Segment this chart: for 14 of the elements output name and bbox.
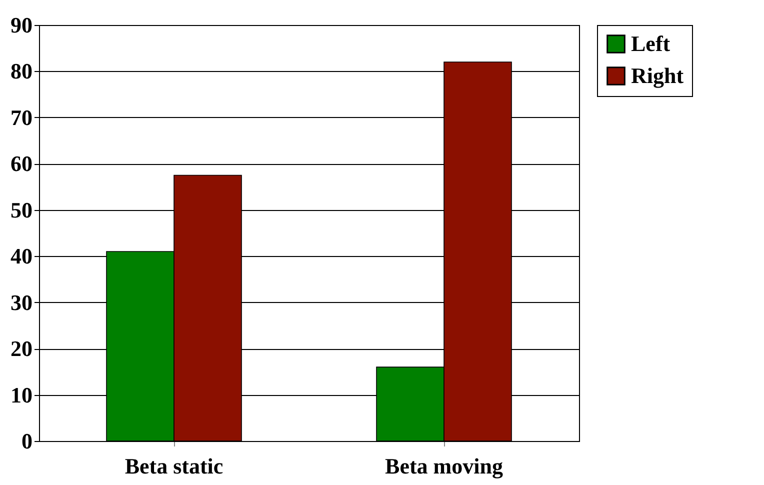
x-tick-label: Beta static	[124, 454, 224, 478]
y-tick-label: 50	[10, 197, 32, 222]
y-tick-label: 80	[10, 58, 32, 84]
y-tick-label: 20	[10, 336, 32, 362]
y-tick-label: 30	[10, 290, 32, 315]
y-tick-label: 60	[10, 151, 32, 176]
y-tick-label: 70	[10, 104, 32, 130]
legend-label: Right	[631, 63, 684, 88]
y-tick-label: 10	[10, 382, 32, 408]
x-tick-label: Beta moving	[385, 454, 503, 478]
y-tick-label: 0	[22, 428, 32, 454]
legend-label: Left	[631, 31, 671, 56]
y-tick-label: 90	[10, 12, 32, 38]
y-tick-label: 40	[10, 244, 32, 269]
